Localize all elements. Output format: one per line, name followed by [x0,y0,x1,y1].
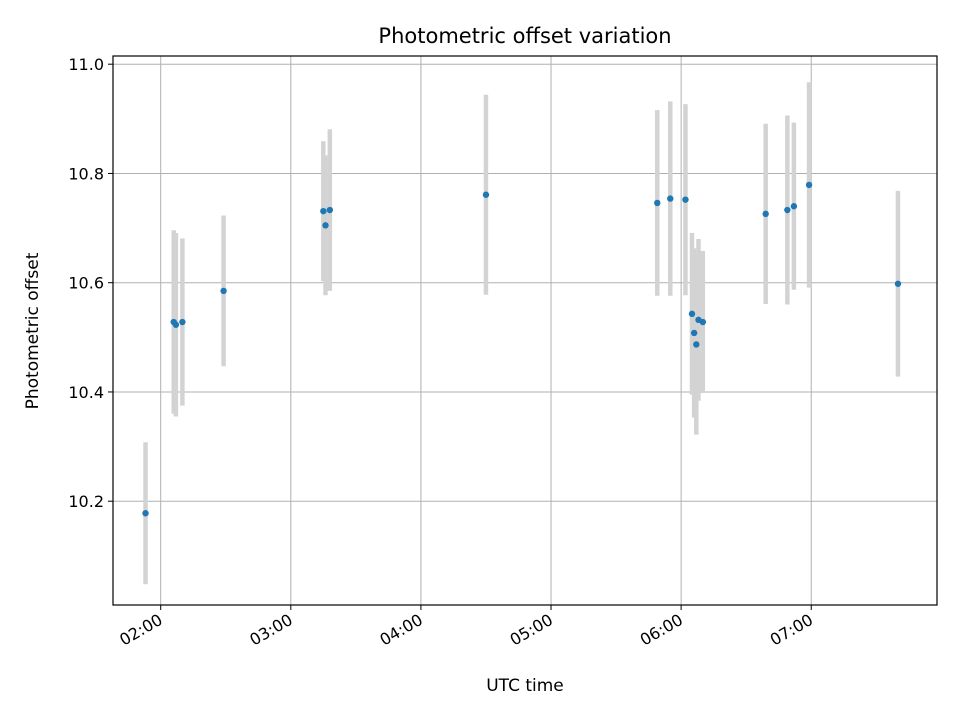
data-point [320,207,327,215]
y-axis-label: Photometric offset [23,252,43,409]
plot-frame [112,55,938,606]
data-point [179,318,186,326]
data-point [784,206,791,214]
data-point [690,329,698,337]
data-points [142,181,902,517]
data-point [790,203,798,210]
y-tick-label: 10.6 [68,274,104,293]
y-tick-label: 11.0 [68,55,104,74]
data-point [322,222,329,229]
data-point [326,206,334,214]
data-point [688,310,696,318]
y-tick-label: 10.4 [68,383,104,402]
data-point [142,510,149,517]
y-tick-label: 10.8 [68,164,104,183]
data-point [693,341,700,348]
y-axis-ticks: 10.2 10.4 10.6 10.8 11.0 [68,55,113,511]
chart-title: Photometric offset variation [378,24,671,48]
data-point [894,280,902,287]
data-point [172,321,180,328]
data-point [699,318,707,326]
data-point [667,195,674,202]
x-axis-label: UTC time [486,676,564,696]
data-point [220,287,227,295]
data-point [482,191,490,198]
data-point [805,181,813,189]
data-point [654,199,661,207]
data-point [762,210,769,218]
y-tick-label: 10.2 [68,492,104,511]
data-point [682,196,689,203]
